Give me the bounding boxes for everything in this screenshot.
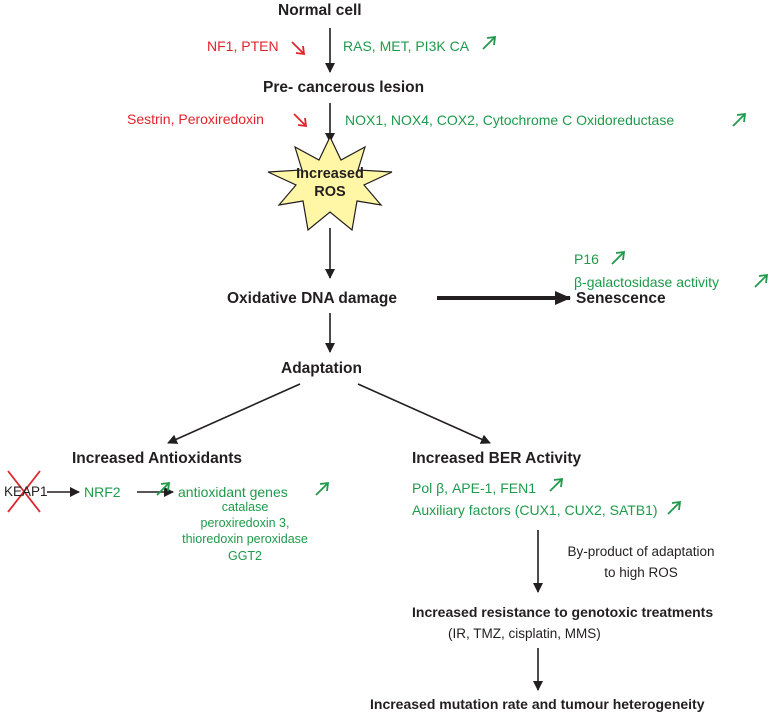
label-upregulated-nox: NOX1, NOX4, COX2, Cytochrome C Oxidoredu… <box>345 112 675 128</box>
node-mutation-rate: Increased mutation rate and tumour heter… <box>370 696 705 712</box>
label-beta-galactosidase: β-galactosidase activity <box>574 274 720 290</box>
node-normal-cell: Normal cell <box>278 2 362 19</box>
label-ber-enzymes: Pol β, APE-1, FEN1 <box>412 480 536 496</box>
label-p16: P16 <box>574 251 599 267</box>
down-arrow-icon <box>293 113 308 128</box>
label-upregulated-ras: RAS, MET, PI3K CA <box>343 38 470 54</box>
label-gene-peroxiredoxin3: peroxiredoxin 3, <box>200 516 290 530</box>
node-adaptation: Adaptation <box>281 360 362 377</box>
label-auxiliary-factors: Auxiliary factors (CUX1, CUX2, SATB1) <box>412 502 658 518</box>
label-downregulated-nf1-pten: NF1, PTEN <box>207 38 279 54</box>
arrow-adaptation-to-ber <box>357 383 491 444</box>
label-gene-catalase: catalase <box>221 500 269 514</box>
node-ros-line2: ROS <box>314 184 346 200</box>
node-senescence: Senescence <box>576 290 666 307</box>
label-nrf2: NRF2 <box>84 484 121 500</box>
up-arrow-icon <box>611 250 626 265</box>
label-downregulated-sestrin: Sestrin, Peroxiredoxin <box>127 111 264 127</box>
arrow-adaptation-to-antioxidants <box>167 383 301 444</box>
label-keap1: KEAP1 <box>4 484 48 499</box>
up-arrow-icon <box>315 481 330 496</box>
up-arrow-icon <box>482 35 497 50</box>
label-byproduct-line1: By-product of adaptation <box>567 544 715 559</box>
label-gene-thioredoxin: thioredoxin peroxidase <box>182 532 308 546</box>
ros-burst-shape <box>267 135 393 232</box>
node-increased-ber-activity: Increased BER Activity <box>412 450 582 467</box>
node-increased-antioxidants: Increased Antioxidants <box>72 450 242 467</box>
label-byproduct-line2: to high ROS <box>604 565 678 580</box>
label-treatments: (IR, TMZ, cisplatin, MMS) <box>448 626 601 641</box>
up-arrow-icon <box>667 500 682 515</box>
label-gene-ggt2: GGT2 <box>227 549 263 563</box>
keap1-cross-icon-stroke <box>7 470 41 513</box>
up-arrow-icon <box>156 481 171 496</box>
node-increased-resistance: Increased resistance to genotoxic treatm… <box>412 604 714 620</box>
node-precancerous-lesion: Pre- cancerous lesion <box>263 79 425 96</box>
up-arrow-icon <box>754 273 769 288</box>
label-antioxidant-genes: antioxidant genes <box>178 484 288 500</box>
up-arrow-icon <box>732 112 747 127</box>
down-arrow-icon <box>291 41 306 56</box>
up-arrow-icon <box>549 477 564 492</box>
node-oxidative-dna-damage: Oxidative DNA damage <box>227 290 397 307</box>
node-ros-line1: Increased <box>296 166 364 182</box>
